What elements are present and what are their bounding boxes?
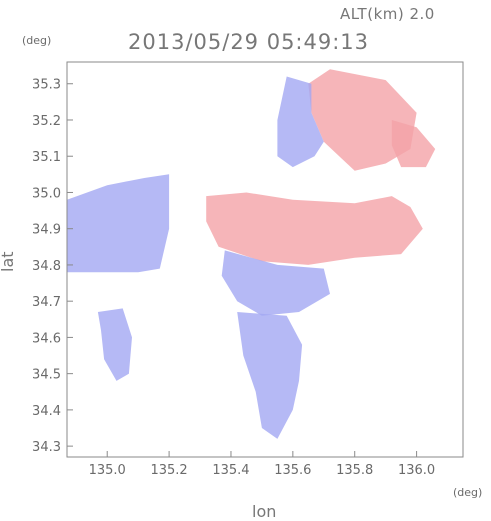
x-tick-label: 135.6 xyxy=(274,463,311,478)
x-axis-label: lon xyxy=(252,502,276,521)
y-tick-label: 35.0 xyxy=(32,186,61,201)
x-tick-label: 135.2 xyxy=(150,463,187,478)
y-tick-label: 35.1 xyxy=(32,150,61,165)
x-tick-label: 135.0 xyxy=(89,463,126,478)
y-axis-ticks: 34.3 34.4 34.5 34.6 34.7 34.8 34.9 35.0 35.1 35.2… xyxy=(32,78,73,455)
x-tick-label: 135.4 xyxy=(212,463,249,478)
y-tick-label: 34.7 xyxy=(32,295,61,310)
y-tick-label: 34.8 xyxy=(32,259,61,274)
region-central-positive-band xyxy=(206,192,423,265)
y-tick-label: 34.5 xyxy=(32,368,61,383)
plot-frame xyxy=(66,61,464,458)
y-tick-label: 35.3 xyxy=(32,78,61,93)
x-axis-ticks: 135.0 135.2 135.4 135.6 135.8 136.0 xyxy=(89,451,435,478)
y-tick-label: 34.6 xyxy=(32,331,61,346)
y-unit-label: (deg) xyxy=(22,34,51,47)
x-tick-label: 136.0 xyxy=(398,463,435,478)
region-north-west-negative xyxy=(277,76,324,168)
x-tick-label: 135.8 xyxy=(336,463,373,478)
region-southwest-negative xyxy=(97,308,132,381)
y-tick-label: 35.2 xyxy=(32,114,61,129)
region-west-negative xyxy=(67,174,170,273)
chart-title: 2013/05/29 05:49:13 xyxy=(128,30,369,54)
region-central-negative xyxy=(221,250,330,316)
region-south-mixed xyxy=(237,312,303,439)
altitude-label: ALT(km) 2.0 xyxy=(340,5,435,23)
y-tick-label: 34.4 xyxy=(32,404,61,419)
y-tick-label: 34.9 xyxy=(32,223,61,238)
region-far-east-positive xyxy=(391,120,436,168)
region-north-east-positive xyxy=(308,69,417,171)
data-field xyxy=(67,69,436,439)
y-axis-label: lat xyxy=(0,251,17,272)
x-unit-label: (deg) xyxy=(453,486,482,499)
y-tick-label: 34.3 xyxy=(32,440,61,455)
